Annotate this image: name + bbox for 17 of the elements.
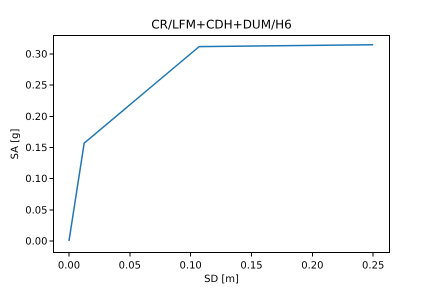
chart-title: CR/LFM+CDH+DUM/H6 [151,18,292,32]
x-tick-label: 0.25 [362,260,384,272]
x-tick-label: 0.00 [58,260,80,272]
line-series [68,44,374,242]
y-tick-label: 0.10 [25,174,48,186]
y-tick-label: 0.00 [25,236,48,248]
x-tick-label: 0.15 [240,260,263,272]
x-tick-label: 0.20 [301,260,324,272]
y-tick-label: 0.30 [25,50,48,61]
y-tick-label: 0.25 [25,80,48,92]
y-tick-label: 0.05 [25,205,48,216]
y-axis-title: SA [g] [10,128,22,160]
y-tick-label: 0.15 [25,143,48,154]
y-tick-label: 0.20 [25,112,48,123]
x-axis-title: SD [m] [204,274,239,285]
x-tick-label: 0.10 [180,260,202,272]
x-tick-label: 0.05 [118,260,141,272]
